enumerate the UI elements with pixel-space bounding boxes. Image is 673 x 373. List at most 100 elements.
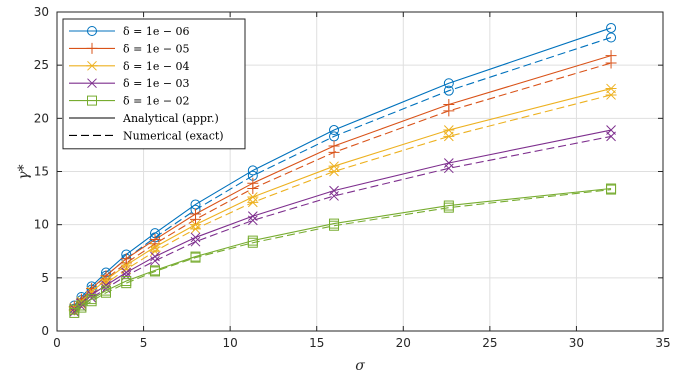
- numerical-point: [328, 146, 340, 158]
- numerical-point: [247, 237, 258, 248]
- marker-shape: [190, 232, 201, 243]
- analytical-point: [443, 78, 454, 89]
- numerical-point: [443, 163, 454, 174]
- y-tick-label: 25: [34, 58, 49, 72]
- numerical-point: [606, 184, 617, 195]
- x-tick-label: 15: [309, 336, 324, 350]
- numerical-point: [247, 183, 259, 195]
- marker-shape: [76, 302, 87, 313]
- legend-swatch-marker: [87, 26, 97, 36]
- marker-shape: [247, 165, 258, 176]
- marker-shape: [605, 90, 617, 100]
- numerical-point: [69, 307, 80, 318]
- x-tick-label: 5: [140, 336, 148, 350]
- marker-shape: [329, 125, 340, 136]
- numerical-point: [443, 202, 454, 213]
- numerical-line: [73, 36, 612, 310]
- marker-shape: [100, 287, 111, 298]
- marker-shape: [247, 215, 258, 226]
- legend-style-label: Numerical (exact): [123, 129, 224, 142]
- y-tick-label: 5: [41, 271, 49, 285]
- legend: δ = 1e − 06 δ = 1e − 05 δ = 1e − 04 δ = 1e …: [62, 18, 246, 150]
- marker-shape: [329, 191, 339, 201]
- numerical-point: [190, 252, 201, 263]
- analytical-point: [247, 211, 258, 222]
- marker-shape: [606, 184, 617, 195]
- marker-shape: [247, 183, 259, 195]
- numerical-point: [86, 296, 97, 307]
- numerical-point: [605, 57, 617, 69]
- marker-shape: [606, 22, 617, 33]
- numerical-point: [443, 85, 454, 96]
- marker-shape: [606, 131, 616, 142]
- numerical-point: [329, 220, 340, 231]
- marker-shape: [121, 267, 132, 278]
- legend-entry-label: δ = 1e − 03: [123, 77, 190, 90]
- x-tick-label: 20: [396, 336, 411, 350]
- x-tick-label: 30: [569, 336, 584, 350]
- numerical-point: [190, 236, 201, 247]
- analytical-point: [121, 267, 132, 278]
- marker-shape: [87, 78, 97, 89]
- marker-shape: [605, 57, 617, 69]
- analytical-point: [329, 125, 340, 136]
- marker-shape: [86, 42, 98, 54]
- numerical-point: [190, 224, 202, 234]
- marker-shape: [87, 26, 97, 36]
- series-layer: [68, 22, 617, 318]
- marker-shape: [247, 237, 258, 248]
- marker-shape: [443, 131, 455, 142]
- ticks: 0 5 10 15 20 25 30 35 0 5 10 15 20 25 30: [34, 5, 671, 350]
- legend-swatch-marker: [87, 95, 97, 106]
- y-axis-label: γ*: [16, 164, 32, 179]
- analytical-line: [74, 187, 612, 311]
- numerical-point: [443, 131, 455, 142]
- series-group: [69, 183, 617, 318]
- marker-shape: [329, 220, 340, 231]
- marker-shape: [190, 236, 201, 247]
- legend-entry-label: δ = 1e − 02: [123, 95, 190, 108]
- legend-style-label: Analytical (appr.): [122, 112, 219, 125]
- numerical-point: [443, 105, 455, 117]
- marker-shape: [190, 252, 201, 263]
- x-tick-label: 10: [223, 336, 238, 350]
- numerical-point: [190, 213, 202, 225]
- numerical-point: [121, 278, 132, 289]
- marker-shape: [443, 202, 454, 213]
- analytical-point: [190, 232, 201, 243]
- x-tick-label: 25: [482, 336, 497, 350]
- marker-shape: [121, 278, 132, 289]
- numerical-point: [149, 266, 160, 277]
- grid: [57, 12, 663, 331]
- legend-entry-label: δ = 1e − 06: [123, 25, 190, 38]
- x-tick-label: 35: [655, 336, 670, 350]
- marker-shape: [69, 307, 80, 318]
- marker-shape: [150, 251, 160, 262]
- legend-entry-label: δ = 1e − 05: [123, 42, 190, 55]
- numerical-point: [100, 287, 111, 298]
- legend-swatch-marker: [86, 60, 98, 71]
- y-tick-label: 10: [34, 218, 49, 232]
- marker-shape: [190, 224, 202, 234]
- numerical-point: [150, 255, 160, 266]
- marker-shape: [443, 78, 454, 89]
- marker-shape: [150, 255, 160, 266]
- marker-shape: [86, 60, 98, 71]
- analytical-point: [247, 165, 258, 176]
- y-tick-label: 30: [34, 5, 49, 19]
- marker-shape: [149, 266, 160, 277]
- y-tick-label: 0: [41, 324, 49, 338]
- marker-shape: [443, 85, 454, 96]
- marker-shape: [606, 32, 617, 43]
- legend-swatch-marker: [86, 42, 98, 54]
- numerical-point: [247, 215, 258, 226]
- numerical-point: [76, 302, 87, 313]
- numerical-point: [606, 131, 616, 142]
- legend-swatch-marker: [87, 78, 97, 89]
- marker-shape: [87, 95, 97, 106]
- marker-shape: [443, 105, 455, 117]
- analytical-point: [606, 22, 617, 33]
- numerical-point: [329, 191, 339, 201]
- marker-shape: [328, 146, 340, 158]
